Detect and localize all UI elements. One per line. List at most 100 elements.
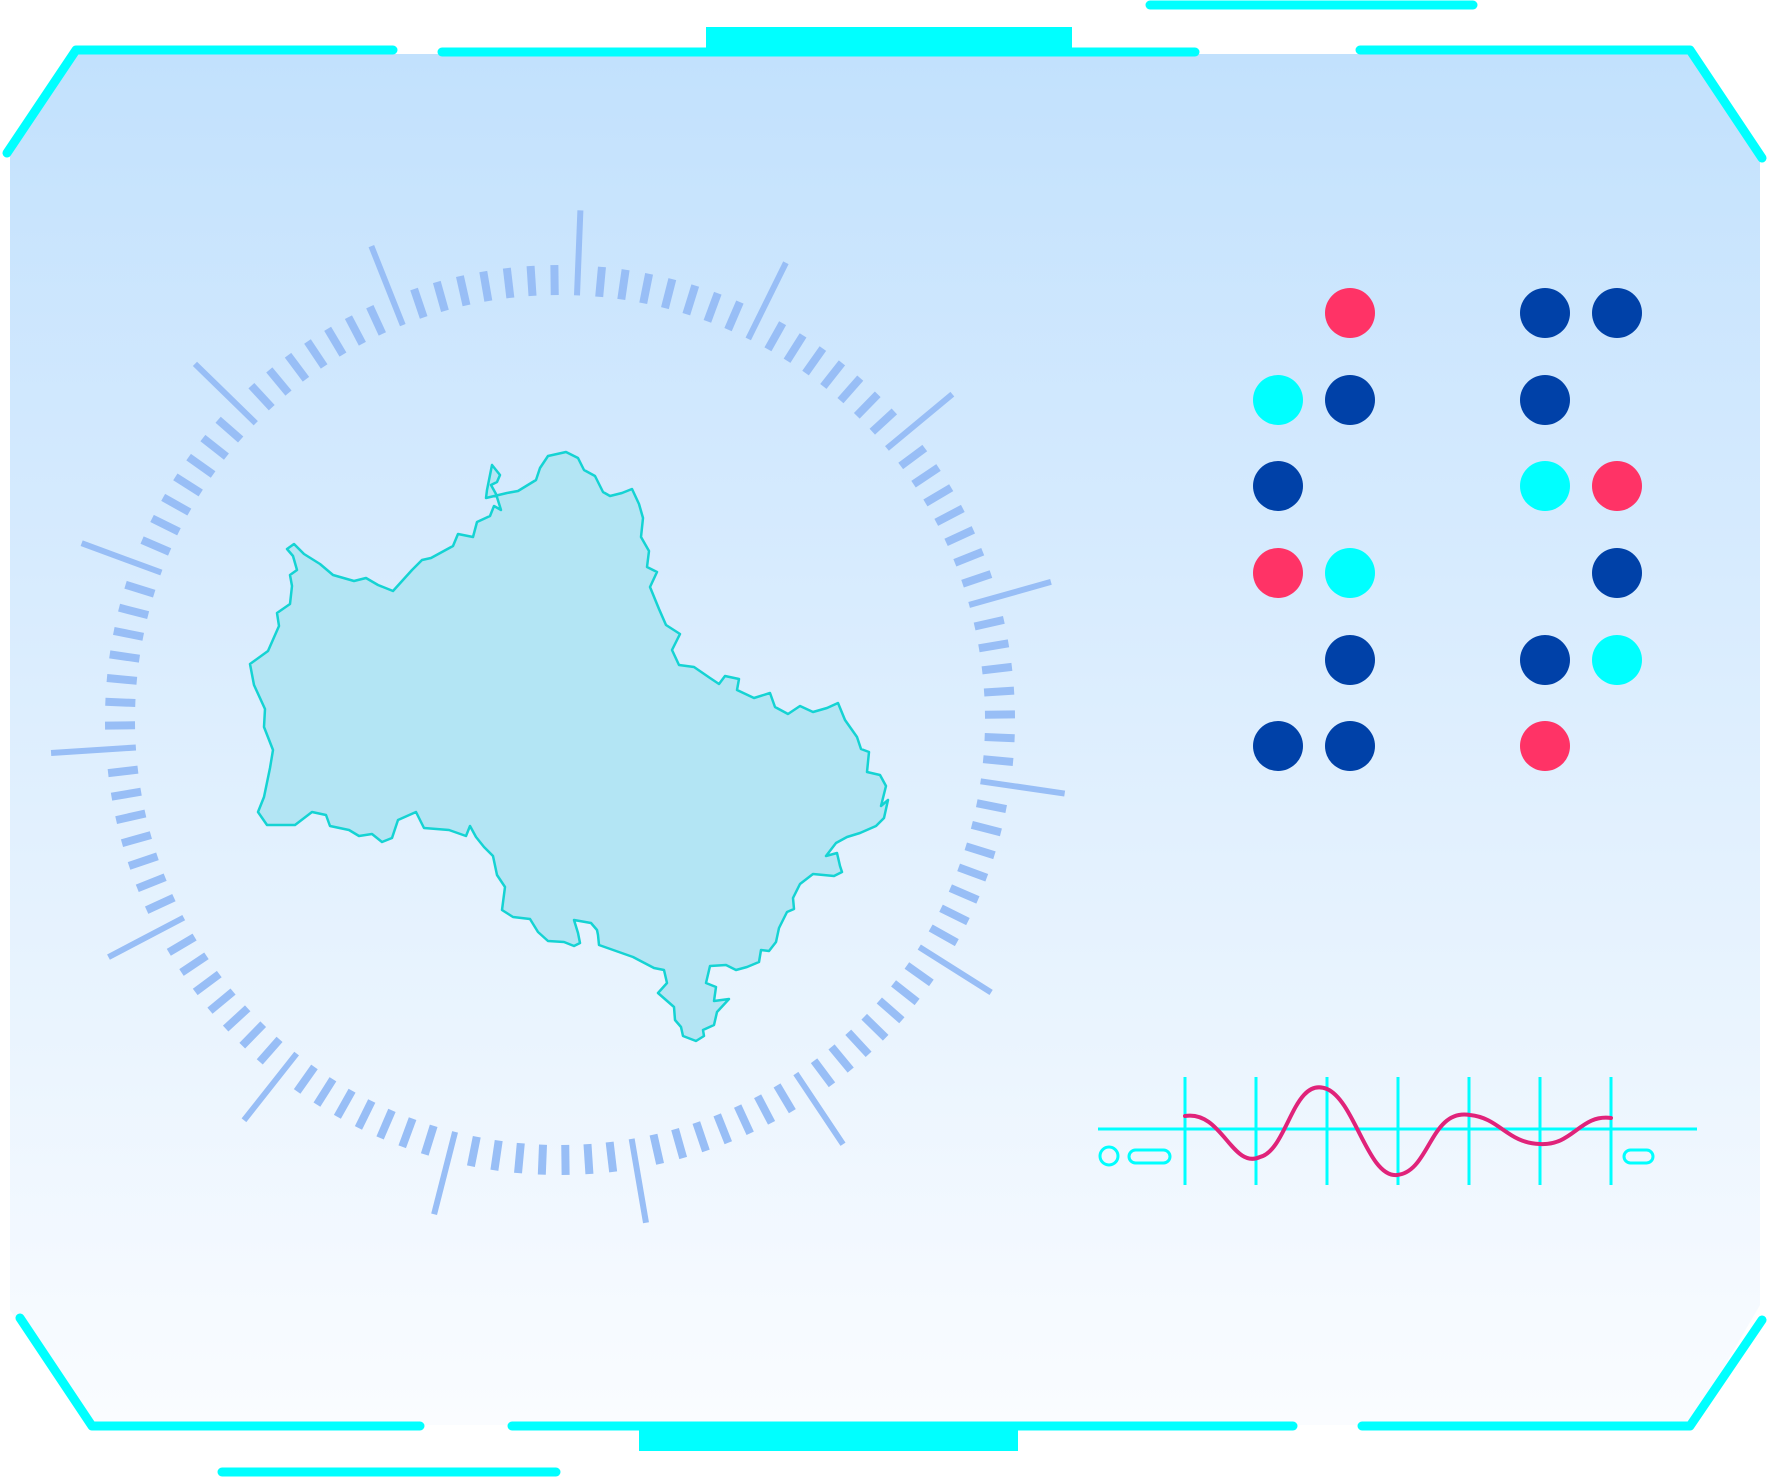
dial-tick xyxy=(215,416,244,443)
frame-bottom-block xyxy=(639,1426,1018,1451)
status-dot-navy xyxy=(1592,548,1642,598)
dial-tick xyxy=(479,270,493,302)
dial-tick xyxy=(166,933,197,956)
dial-tick xyxy=(256,1036,283,1065)
dial-tick xyxy=(324,326,347,357)
dial-tick xyxy=(961,570,993,588)
status-dot-pink xyxy=(1253,548,1303,598)
oscilloscope-pill-right-icon xyxy=(1622,1148,1655,1165)
status-dot-pink xyxy=(1520,721,1570,771)
dial-major-tick xyxy=(573,210,584,296)
dial-tick xyxy=(344,315,366,346)
oscilloscope-knob-icon xyxy=(1098,1145,1120,1167)
status-dot-cyan xyxy=(1325,548,1375,598)
status-dot-pink xyxy=(1592,461,1642,511)
dial-major-tick xyxy=(241,1051,299,1123)
status-dot-navy xyxy=(1325,375,1375,425)
dial-tick xyxy=(845,1029,872,1058)
status-dot-navy xyxy=(1325,721,1375,771)
dial-tick xyxy=(948,884,980,904)
dial-tick xyxy=(115,809,147,824)
panel-background xyxy=(10,54,1760,1425)
dial-tick xyxy=(923,484,954,507)
dial-tick xyxy=(928,924,959,947)
dial-major-tick xyxy=(968,579,1052,608)
dial-tick xyxy=(222,1005,251,1032)
dial-tick xyxy=(934,504,965,526)
dial-tick xyxy=(944,526,976,546)
dial-tick xyxy=(605,1141,618,1173)
status-dot-navy xyxy=(1325,635,1375,685)
dial-tick xyxy=(333,1088,356,1119)
dial-tick xyxy=(964,842,996,860)
dial-tick xyxy=(869,408,898,435)
dial-tick xyxy=(113,626,145,641)
frame-corner-top-right xyxy=(1355,45,1767,163)
dial-tick xyxy=(248,382,275,411)
status-dot-navy xyxy=(1520,288,1570,338)
dial-major-tick xyxy=(980,778,1066,797)
frame-corner-top-left xyxy=(2,45,398,158)
dial-tick xyxy=(490,1139,503,1171)
oscilloscope-grid xyxy=(1183,1077,1613,1185)
dial-tick xyxy=(983,686,1015,697)
dial-tick xyxy=(192,970,222,996)
dial-tick xyxy=(466,1135,481,1167)
dial-major-tick xyxy=(50,744,137,756)
dial-tick xyxy=(537,1144,548,1175)
dial-tick xyxy=(649,1133,664,1165)
dial-major-tick xyxy=(368,245,406,327)
dial-tick xyxy=(754,1094,776,1125)
dial-tick xyxy=(783,333,807,363)
dial-tick xyxy=(583,1143,594,1175)
dial-tick xyxy=(456,275,471,307)
dial-tick xyxy=(313,1077,337,1107)
dial-tick xyxy=(293,1064,318,1094)
dial-tick xyxy=(891,980,920,1006)
dial-tick xyxy=(773,1083,796,1114)
status-dot-navy xyxy=(1520,635,1570,685)
dial-tick xyxy=(957,863,989,882)
dial-tick xyxy=(973,616,1005,631)
dial-tick xyxy=(144,894,176,914)
dial-tick xyxy=(978,639,1010,653)
radial-tick-dial xyxy=(50,210,1066,1224)
dial-tick xyxy=(953,547,985,567)
dial-tick xyxy=(820,360,846,389)
dial-tick xyxy=(376,1108,396,1140)
dial-tick xyxy=(118,603,150,619)
region-map-outline xyxy=(248,450,890,1043)
dial-tick xyxy=(186,453,216,478)
dial-tick xyxy=(639,273,654,305)
dial-tick xyxy=(502,267,515,299)
dial-tick xyxy=(207,988,236,1014)
dial-tick xyxy=(106,674,138,685)
dial-tick xyxy=(828,1044,854,1073)
dial-tick xyxy=(140,536,172,556)
dial-tick xyxy=(410,287,428,319)
status-dot-cyan xyxy=(1520,461,1570,511)
dial-tick xyxy=(975,799,1007,814)
dial-major-tick xyxy=(793,1071,846,1146)
dial-tick xyxy=(110,787,142,801)
dial-major-tick xyxy=(192,361,258,426)
dial-tick xyxy=(200,434,229,460)
dial-tick xyxy=(734,1104,754,1136)
oscilloscope-pill-left-icon xyxy=(1127,1148,1172,1165)
dial-tick xyxy=(984,732,1015,743)
dial-tick xyxy=(703,291,722,323)
dial-tick xyxy=(514,1142,525,1174)
dial-tick xyxy=(161,493,192,516)
dial-tick xyxy=(266,367,292,396)
frame-corner-bottom-right xyxy=(1357,1315,1767,1431)
dial-tick xyxy=(150,514,181,536)
status-dot-navy xyxy=(1253,721,1303,771)
dial-tick xyxy=(837,375,864,404)
frame-corner-bottom-left xyxy=(15,1313,425,1431)
dial-tick xyxy=(239,1021,267,1049)
dial-tick xyxy=(120,831,152,848)
status-dot-cyan xyxy=(1253,375,1303,425)
dial-tick xyxy=(135,873,167,893)
dial-tick xyxy=(982,755,1014,766)
